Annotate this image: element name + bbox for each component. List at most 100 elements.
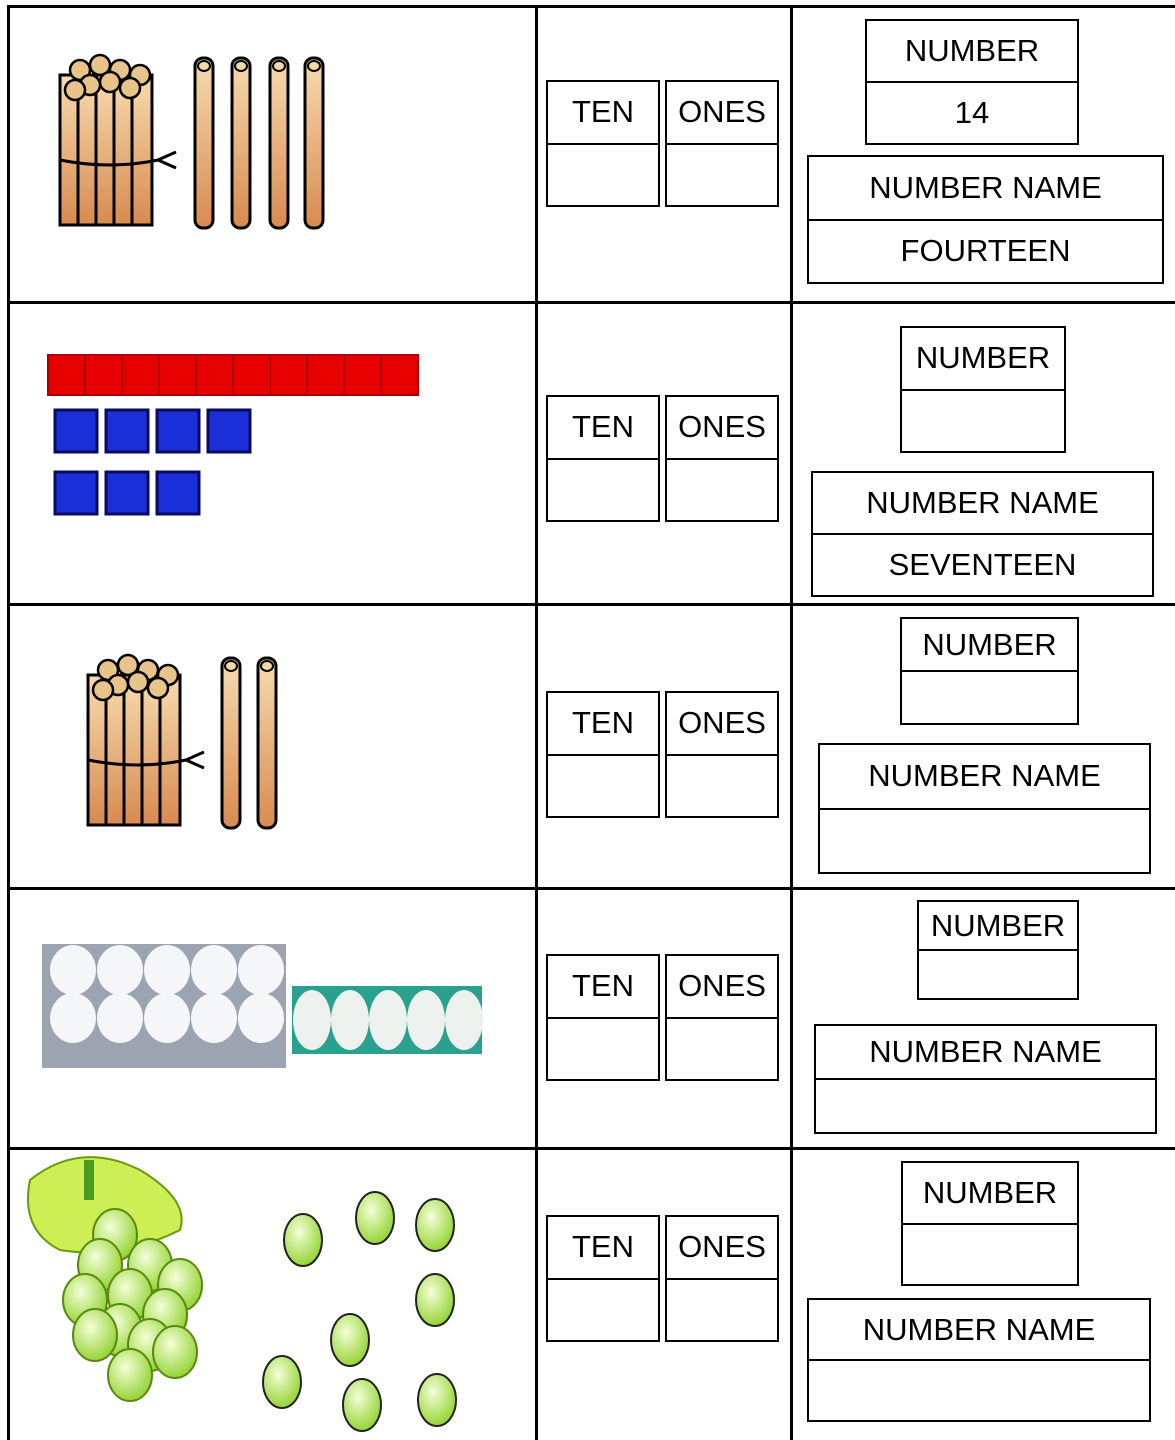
red-unit — [158, 354, 197, 396]
blue-unit — [155, 408, 201, 454]
egg — [331, 990, 369, 1050]
grape — [72, 1308, 118, 1362]
egg — [238, 993, 284, 1043]
egg — [445, 990, 483, 1050]
number-box: NUMBER — [900, 326, 1066, 453]
red-unit — [232, 354, 271, 396]
grape-stem — [84, 1160, 94, 1200]
number-value — [919, 949, 1077, 998]
grape — [262, 1355, 302, 1409]
stick-end — [260, 660, 274, 672]
bundle-end — [98, 70, 122, 94]
stick — [193, 56, 215, 230]
ones-label: ONES — [678, 409, 766, 445]
red-unit — [306, 354, 345, 396]
ten-answer — [548, 1277, 658, 1341]
ones-label: ONES — [678, 705, 766, 741]
blue-unit — [155, 470, 201, 516]
egg — [191, 945, 237, 995]
number-box: NUMBER — [900, 617, 1079, 725]
bundle-string — [59, 150, 177, 170]
ones-label: ONES — [678, 1229, 766, 1265]
stick — [256, 656, 278, 830]
blue-unit — [53, 408, 99, 454]
grape — [330, 1313, 370, 1367]
number-name-value — [816, 1078, 1155, 1132]
stick — [220, 656, 242, 830]
number-label: NUMBER — [915, 340, 1051, 376]
number-name-box: NUMBER NAME — [807, 1298, 1151, 1422]
ten-box: TEN — [546, 395, 660, 522]
number-label: NUMBER — [922, 1174, 1058, 1210]
number-value — [902, 670, 1077, 723]
egg — [50, 945, 96, 995]
egg — [144, 945, 190, 995]
ten-answer — [548, 457, 658, 521]
number-name-label: NUMBER NAME — [869, 169, 1102, 205]
blue-unit — [104, 470, 150, 516]
stick-end — [272, 60, 286, 72]
bundle-string — [87, 750, 205, 770]
number-name-label: NUMBER NAME — [869, 1034, 1102, 1069]
number-value — [903, 1222, 1077, 1285]
grape — [417, 1373, 457, 1427]
ten-box: TEN — [546, 80, 660, 207]
number-name-value: FOURTEEN — [809, 218, 1162, 283]
number-name-value: SEVENTEEN — [813, 533, 1152, 595]
red-unit — [343, 354, 382, 396]
number-box: NUMBER — [917, 900, 1079, 1000]
ones-box: ONES — [665, 395, 779, 522]
ones-box: ONES — [665, 954, 779, 1081]
ones-answer — [667, 457, 777, 521]
ten-box: TEN — [546, 691, 660, 818]
egg — [369, 990, 407, 1050]
table-rule — [7, 301, 1175, 304]
ten-label: TEN — [572, 1229, 634, 1265]
red-unit — [195, 354, 234, 396]
ones-label: ONES — [678, 94, 766, 130]
ten-box: TEN — [546, 954, 660, 1081]
number-value — [902, 388, 1064, 452]
stick-end — [224, 660, 238, 672]
table-rule — [7, 5, 10, 1440]
ones-box: ONES — [665, 1215, 779, 1342]
ones-answer — [667, 142, 777, 206]
ten-label: TEN — [572, 94, 634, 130]
ten-answer — [548, 1016, 658, 1080]
grape — [415, 1198, 455, 1252]
number-name-label: NUMBER NAME — [868, 758, 1101, 794]
egg — [238, 945, 284, 995]
egg — [293, 990, 331, 1050]
ten-answer — [548, 142, 658, 206]
grape — [283, 1213, 323, 1267]
bundle-end — [118, 76, 142, 100]
grape — [415, 1273, 455, 1327]
ones-box: ONES — [665, 80, 779, 207]
ones-answer — [667, 1016, 777, 1080]
red-unit — [121, 354, 160, 396]
ones-answer — [667, 753, 777, 817]
grape-leaf — [27, 1156, 183, 1254]
stick — [230, 56, 252, 230]
number-name-value — [809, 1359, 1149, 1420]
red-unit — [84, 354, 123, 396]
red-unit — [47, 354, 86, 396]
table-rule — [7, 603, 1175, 606]
number-name-box: NUMBER NAME — [818, 743, 1151, 874]
blue-unit — [206, 408, 252, 454]
number-name-box: NUMBER NAME FOURTEEN — [807, 155, 1164, 284]
bundle-end — [126, 670, 150, 694]
number-value: 14 — [867, 81, 1077, 143]
ten-label: TEN — [572, 968, 634, 1004]
grape — [152, 1325, 198, 1379]
table-rule — [7, 5, 1175, 8]
red-unit — [269, 354, 308, 396]
number-box: NUMBER — [901, 1161, 1079, 1286]
egg — [50, 993, 96, 1043]
stick-end — [197, 60, 211, 72]
egg — [144, 993, 190, 1043]
ten-box: TEN — [546, 1215, 660, 1342]
bundle-end — [91, 678, 115, 702]
stick — [268, 56, 290, 230]
